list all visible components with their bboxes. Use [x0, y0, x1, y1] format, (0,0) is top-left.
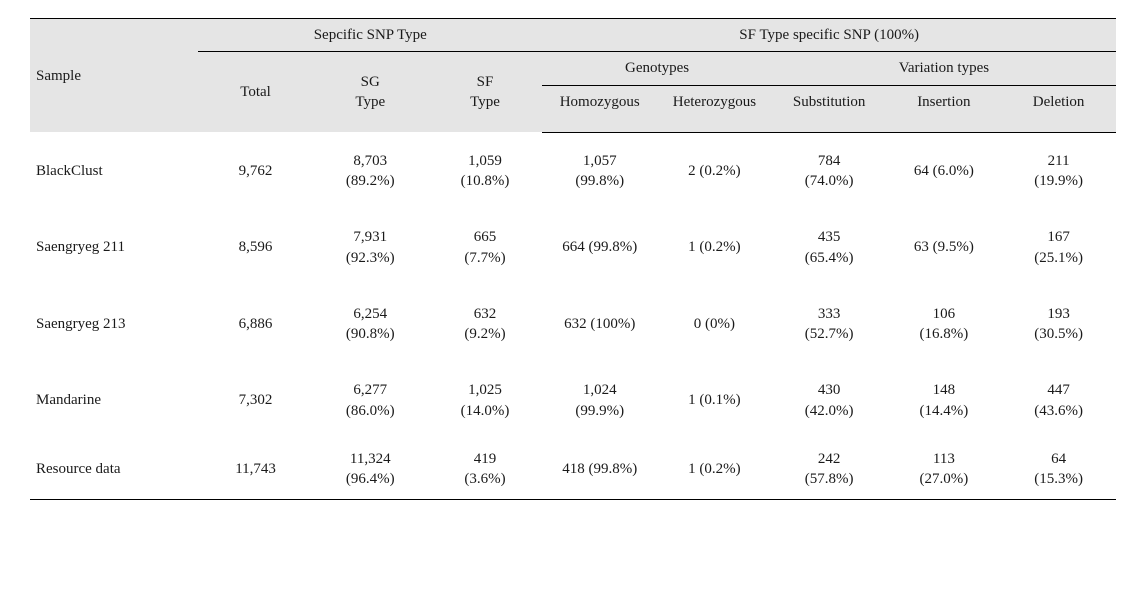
cell-het: 2 (0.2%) [657, 132, 772, 209]
cell-homo: 1,024(99.9%) [542, 362, 657, 439]
cell-het: 1 (0.1%) [657, 362, 772, 439]
cell-sub: 435(65.4%) [772, 209, 887, 286]
col-homo: Homozygous [542, 85, 657, 132]
colgroup-specific: Sepcific SNP Type [198, 19, 542, 52]
colgroup-sf-specific: SF Type specific SNP (100%) [542, 19, 1116, 52]
cell-sub: 333(52.7%) [772, 286, 887, 363]
table-row: Resource data11,74311,324(96.4%)419(3.6%… [30, 439, 1116, 500]
cell-homo: 418 (99.8%) [542, 439, 657, 500]
cell-del: 447(43.6%) [1001, 362, 1116, 439]
cell-sample: BlackClust [30, 132, 198, 209]
cell-ins: 64 (6.0%) [887, 132, 1002, 209]
cell-sg: 8,703(89.2%) [313, 132, 428, 209]
cell-sg: 6,254(90.8%) [313, 286, 428, 363]
col-ins: Insertion [887, 85, 1002, 132]
cell-sample: Resource data [30, 439, 198, 500]
table-row: BlackClust9,7628,703(89.2%)1,059(10.8%)1… [30, 132, 1116, 209]
cell-sub: 430(42.0%) [772, 362, 887, 439]
cell-sg: 11,324(96.4%) [313, 439, 428, 500]
cell-sf: 419(3.6%) [428, 439, 543, 500]
cell-del: 211(19.9%) [1001, 132, 1116, 209]
cell-ins: 148(14.4%) [887, 362, 1002, 439]
cell-ins: 106(16.8%) [887, 286, 1002, 363]
cell-sf: 1,059(10.8%) [428, 132, 543, 209]
cell-total: 6,886 [198, 286, 313, 363]
cell-sf: 665(7.7%) [428, 209, 543, 286]
cell-sample: Saengryeg 211 [30, 209, 198, 286]
cell-del: 193(30.5%) [1001, 286, 1116, 363]
cell-homo: 1,057(99.8%) [542, 132, 657, 209]
col-del: Deletion [1001, 85, 1116, 132]
col-total: Total [198, 52, 313, 133]
col-sf: SFType [428, 52, 543, 133]
cell-sf: 632(9.2%) [428, 286, 543, 363]
cell-sub: 784(74.0%) [772, 132, 887, 209]
table-row: Mandarine7,3026,277(86.0%)1,025(14.0%)1,… [30, 362, 1116, 439]
cell-sf: 1,025(14.0%) [428, 362, 543, 439]
cell-del: 64(15.3%) [1001, 439, 1116, 500]
cell-sample: Mandarine [30, 362, 198, 439]
cell-het: 0 (0%) [657, 286, 772, 363]
table-row: Saengryeg 2136,8866,254(90.8%)632(9.2%)6… [30, 286, 1116, 363]
col-sub: Substitution [772, 85, 887, 132]
cell-ins: 63 (9.5%) [887, 209, 1002, 286]
snp-table: Sample Sepcific SNP Type SF Type specifi… [30, 18, 1116, 500]
col-sample: Sample [30, 19, 198, 133]
cell-ins: 113(27.0%) [887, 439, 1002, 500]
table-row: Saengryeg 2118,5967,931(92.3%)665(7.7%)6… [30, 209, 1116, 286]
col-het: Heterozygous [657, 85, 772, 132]
cell-het: 1 (0.2%) [657, 439, 772, 500]
cell-total: 9,762 [198, 132, 313, 209]
cell-het: 1 (0.2%) [657, 209, 772, 286]
col-sg: SGType [313, 52, 428, 133]
cell-sub: 242(57.8%) [772, 439, 887, 500]
cell-sample: Saengryeg 213 [30, 286, 198, 363]
cell-del: 167(25.1%) [1001, 209, 1116, 286]
colgroup-genotypes: Genotypes [542, 52, 771, 85]
cell-total: 8,596 [198, 209, 313, 286]
cell-homo: 632 (100%) [542, 286, 657, 363]
cell-total: 7,302 [198, 362, 313, 439]
cell-sg: 6,277(86.0%) [313, 362, 428, 439]
table-body: BlackClust9,7628,703(89.2%)1,059(10.8%)1… [30, 132, 1116, 500]
cell-sg: 7,931(92.3%) [313, 209, 428, 286]
colgroup-variation: Variation types [772, 52, 1116, 85]
cell-homo: 664 (99.8%) [542, 209, 657, 286]
cell-total: 11,743 [198, 439, 313, 500]
